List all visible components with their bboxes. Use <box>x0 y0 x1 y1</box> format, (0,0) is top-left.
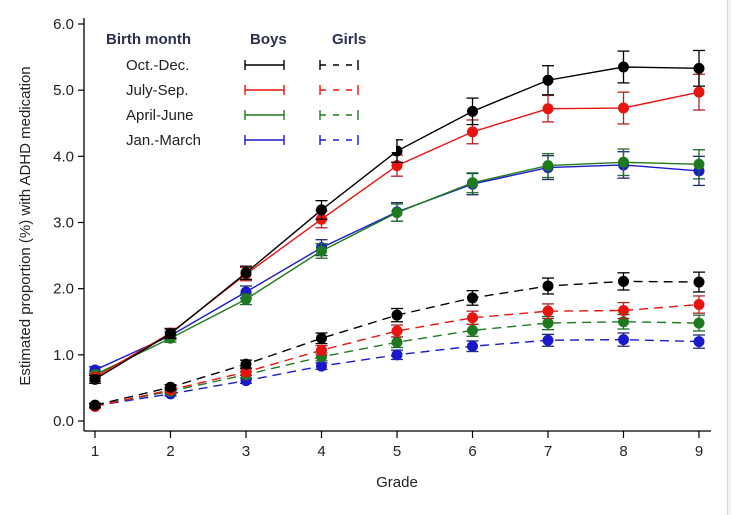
x-tick-label: 1 <box>91 443 99 460</box>
series-line <box>94 303 700 408</box>
data-point <box>240 366 252 378</box>
x-tick-label: 8 <box>619 443 627 460</box>
x-axis-title: Grade <box>376 474 418 491</box>
data-point <box>467 340 478 352</box>
legend: Birth month Boys Girls Oct.-Dec. July-Se… <box>92 22 396 152</box>
legend-background <box>92 22 396 152</box>
data-point <box>618 334 629 346</box>
series-girls-oct-dec <box>89 271 705 411</box>
data-point <box>542 74 554 86</box>
y-tick-label: 5.0 <box>53 82 74 99</box>
data-point <box>467 312 478 324</box>
data-point <box>467 177 478 189</box>
x-tick-label: 2 <box>166 443 174 460</box>
series-layer <box>89 49 705 412</box>
data-point <box>165 381 176 393</box>
data-point <box>316 245 327 257</box>
x-tick-label: 3 <box>242 443 250 460</box>
x-tick-label: 4 <box>317 443 325 460</box>
legend-label-july-sep: July-Sep. <box>126 82 189 99</box>
legend-key-girls-oct-dec <box>319 60 359 70</box>
data-point <box>316 332 327 344</box>
y-tick-label: 4.0 <box>53 148 74 165</box>
data-point <box>240 293 252 305</box>
data-point <box>618 275 629 287</box>
window-right-border <box>727 0 731 515</box>
data-point <box>391 349 403 361</box>
data-point <box>693 276 705 288</box>
legend-keys <box>244 60 359 145</box>
y-axis-title: Estimated proportion (%) with ADHD medic… <box>17 66 34 385</box>
y-tick-label: 3.0 <box>53 215 74 232</box>
data-point <box>693 299 705 311</box>
data-point <box>693 317 705 329</box>
legend-key-boys-april-june <box>244 110 285 120</box>
data-point <box>693 158 705 170</box>
legend-col-girls: Girls <box>332 31 366 48</box>
legend-key-girls-jan-march <box>319 135 359 145</box>
data-point <box>542 160 554 172</box>
y-tick-label: 0.0 <box>53 413 74 430</box>
legend-header: Birth month <box>106 31 191 48</box>
axes: 0.0 1.0 2.0 3.0 4.0 5.0 6.0 1 2 3 4 5 6 7 8 9 Grade Es… <box>17 16 711 491</box>
y-tick-label: 1.0 <box>53 347 74 364</box>
data-point <box>542 103 554 115</box>
x-ticks: 1 2 3 4 5 6 7 8 9 <box>91 431 703 460</box>
series-boys-oct-dec <box>89 49 705 385</box>
x-tick-label: 9 <box>695 443 703 460</box>
data-point <box>89 373 101 385</box>
legend-key-girls-july-sep <box>319 85 359 95</box>
data-point <box>693 62 705 74</box>
data-point <box>467 126 478 138</box>
series-girls-july-sep <box>89 295 705 412</box>
data-point <box>618 102 629 114</box>
data-point <box>391 336 403 348</box>
y-ticks: 0.0 1.0 2.0 3.0 4.0 5.0 6.0 <box>53 16 84 430</box>
data-point <box>693 336 705 348</box>
legend-key-girls-april-june <box>319 110 359 120</box>
data-point <box>618 156 629 168</box>
legend-key-boys-july-sep <box>244 85 285 95</box>
data-point <box>693 86 705 98</box>
legend-label-oct-dec: Oct.-Dec. <box>126 57 189 74</box>
data-point <box>467 105 478 117</box>
legend-key-boys-jan-march <box>244 135 285 145</box>
x-tick-label: 6 <box>468 443 476 460</box>
data-point <box>467 292 478 304</box>
data-point <box>542 317 554 329</box>
data-point <box>316 344 327 356</box>
data-point <box>391 207 403 219</box>
x-tick-label: 7 <box>544 443 552 460</box>
data-point <box>240 358 252 370</box>
data-point <box>89 399 101 411</box>
data-point <box>165 328 176 340</box>
legend-key-boys-oct-dec <box>244 60 285 70</box>
data-point <box>467 324 478 336</box>
data-point <box>240 267 252 279</box>
data-point <box>618 61 629 73</box>
data-point <box>618 305 629 317</box>
data-point <box>391 325 403 337</box>
data-point <box>316 204 327 216</box>
data-point <box>542 280 554 292</box>
data-point <box>542 305 554 317</box>
legend-label-jan-march: Jan.-March <box>126 132 201 149</box>
x-tick-label: 5 <box>393 443 401 460</box>
y-tick-label: 2.0 <box>53 281 74 298</box>
data-point <box>542 334 554 346</box>
data-point <box>316 360 327 372</box>
y-tick-label: 6.0 <box>53 16 74 33</box>
legend-label-april-june: April-June <box>126 107 194 124</box>
data-point <box>391 309 403 321</box>
legend-col-boys: Boys <box>250 31 287 48</box>
